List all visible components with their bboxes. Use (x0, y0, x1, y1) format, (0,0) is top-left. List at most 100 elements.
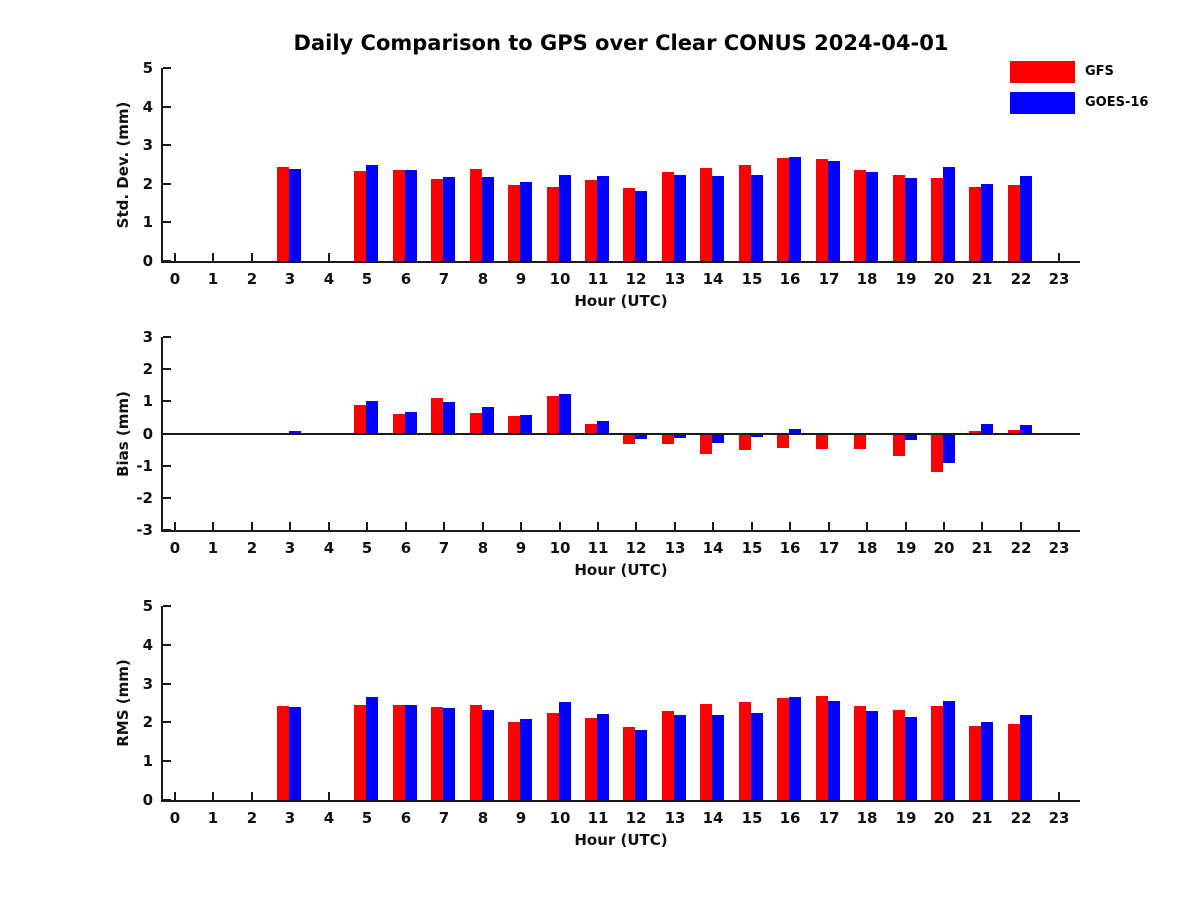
y-tick-label: 3 (142, 675, 153, 693)
x-tick-label: 2 (246, 270, 258, 288)
x-tick (443, 522, 445, 530)
x-tick (751, 522, 753, 530)
bar-gfs-h10 (547, 713, 559, 800)
bar-gfs-h15 (739, 702, 751, 800)
y-tick (163, 106, 171, 108)
x-tick (828, 522, 830, 530)
y-tick-label: 0 (142, 252, 153, 270)
x-tick-label: 14 (702, 270, 724, 288)
x-tick (789, 522, 791, 530)
x-tick (981, 522, 983, 530)
x-tick-label: 3 (284, 539, 296, 557)
bar-gfs-h5 (354, 171, 366, 261)
bar-gfs-h9 (508, 722, 520, 800)
y-tick (163, 465, 171, 467)
x-tick-label: 10 (549, 809, 571, 827)
bar-goes-16-h10 (559, 702, 571, 800)
y-tick (163, 183, 171, 185)
bar-gfs-h19 (893, 175, 905, 261)
x-tick-label: 20 (933, 539, 955, 557)
bar-gfs-h13 (662, 711, 674, 800)
y-tick-label: 3 (142, 136, 153, 154)
bar-gfs-h18 (854, 706, 866, 800)
bar-gfs-h9 (508, 185, 520, 261)
bar-gfs-h10 (547, 396, 559, 434)
x-tick (905, 522, 907, 530)
bar-goes-16-h7 (443, 708, 455, 800)
y-tick (163, 497, 171, 499)
x-tick-label: 17 (818, 539, 840, 557)
x-tick-label: 17 (818, 270, 840, 288)
bar-goes-16-h22 (1020, 425, 1032, 433)
bar-goes-16-h18 (866, 711, 878, 800)
y-tick (163, 336, 171, 338)
bar-goes-16-h14 (712, 715, 724, 800)
x-tick-label: 1 (207, 270, 219, 288)
bar-gfs-h6 (393, 705, 405, 800)
x-tick-label: 20 (933, 270, 955, 288)
x-tick (674, 522, 676, 530)
bar-gfs-h13 (662, 172, 674, 261)
y-tick-label: 2 (142, 713, 153, 731)
bar-goes-16-h11 (597, 176, 609, 261)
x-tick-label: 16 (779, 539, 801, 557)
bar-gfs-h14 (700, 168, 712, 261)
bar-gfs-h3 (277, 167, 289, 261)
x-tick (1058, 253, 1060, 261)
bar-gfs-h14 (700, 704, 712, 800)
x-tick-label: 22 (1010, 539, 1032, 557)
bar-goes-16-h16 (789, 429, 801, 433)
bar-gfs-h18 (854, 170, 866, 261)
x-tick (328, 253, 330, 261)
x-tick (635, 522, 637, 530)
bar-gfs-h22 (1008, 185, 1020, 261)
y-tick (163, 760, 171, 762)
legend-label-gfs: GFS (1085, 64, 1114, 79)
x-tick-label: 22 (1010, 809, 1032, 827)
bar-goes-16-h9 (520, 182, 532, 261)
bar-goes-16-h8 (482, 710, 494, 800)
x-tick-label: 14 (702, 539, 724, 557)
y-tick (163, 644, 171, 646)
bar-goes-16-h11 (597, 421, 609, 434)
x-tick (597, 522, 599, 530)
bar-goes-16-h9 (520, 719, 532, 800)
bar-goes-16-h19 (905, 717, 917, 800)
bar-gfs-h12 (623, 727, 635, 800)
y-tick (163, 683, 171, 685)
x-tick (366, 522, 368, 530)
x-tick-label: 13 (664, 270, 686, 288)
bar-gfs-h18 (854, 434, 866, 449)
bar-gfs-h20 (931, 178, 943, 261)
legend-label-goes16: GOES-16 (1085, 95, 1149, 110)
x-tick-label: 7 (438, 539, 450, 557)
bar-goes-16-h21 (981, 722, 993, 800)
x-tick (866, 522, 868, 530)
bar-goes-16-h7 (443, 177, 455, 261)
x-tick-label: 16 (779, 809, 801, 827)
y-tick (163, 400, 171, 402)
bar-gfs-h7 (431, 707, 443, 800)
x-tick-label: 21 (971, 809, 993, 827)
bias-xlabel: Hour (UTC) (574, 561, 668, 579)
y-tick (163, 221, 171, 223)
x-tick-label: 18 (856, 270, 878, 288)
y-tick (163, 144, 171, 146)
bar-goes-16-h12 (635, 730, 647, 800)
y-tick-label: -3 (136, 521, 153, 539)
x-tick-label: 12 (625, 809, 647, 827)
x-tick (1058, 522, 1060, 530)
bar-goes-16-h22 (1020, 176, 1032, 261)
bar-gfs-h16 (777, 434, 789, 448)
x-tick (212, 253, 214, 261)
bar-gfs-h11 (585, 424, 597, 434)
bar-goes-16-h20 (943, 167, 955, 261)
x-tick-label: 20 (933, 809, 955, 827)
x-tick (251, 253, 253, 261)
x-tick-label: 18 (856, 809, 878, 827)
x-tick-label: 13 (664, 809, 686, 827)
bar-gfs-h15 (739, 434, 751, 450)
bar-goes-16-h10 (559, 175, 571, 261)
bar-gfs-h12 (623, 188, 635, 261)
bar-goes-16-h16 (789, 157, 801, 261)
